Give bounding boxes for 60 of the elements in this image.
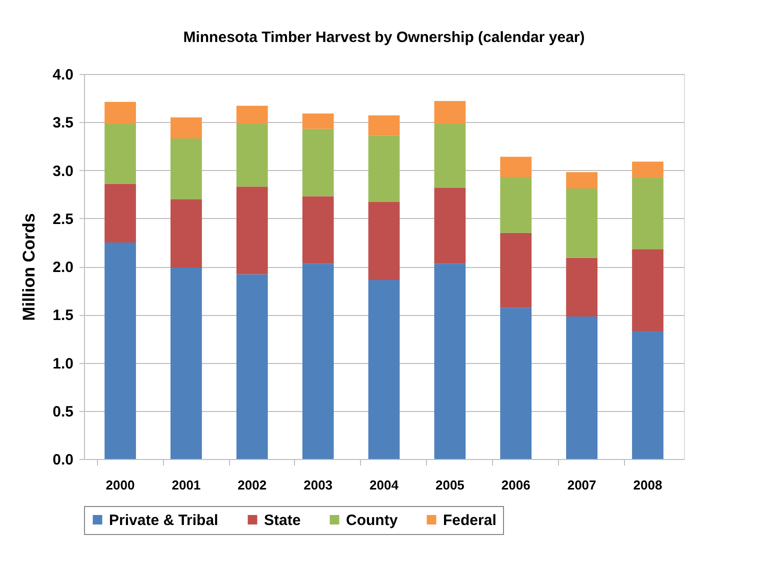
bar [104,124,136,184]
x-tick-label: 2002 [238,478,267,492]
bar [368,136,400,202]
y-tick-label: 2.0 [52,259,74,276]
legend-label: Private & Tribal [109,512,218,529]
bar [302,196,334,264]
y-tick-label: 0.5 [52,403,74,420]
bar [566,258,598,317]
bar [104,242,136,459]
x-tick-label: 2004 [370,478,400,492]
x-tick-label: 2008 [633,478,662,492]
y-tick-label: 1.5 [52,307,74,324]
chart-title: Minnesota Timber Harvest by Ownership (calendar year) [183,29,585,46]
bar [236,186,268,274]
bar [434,124,466,188]
bar [368,280,400,459]
legend-label: County [346,512,398,529]
bar [500,176,532,233]
bar [434,188,466,264]
y-tick-label: 1.0 [52,355,74,372]
y-tick-label: 0.0 [52,452,74,468]
bar [434,264,466,459]
bar [236,274,268,459]
x-tick-label: 2006 [501,478,530,492]
y-tick-label: 2.5 [52,210,74,228]
bar [368,115,400,136]
x-tick-label: 2001 [172,478,201,492]
x-tick-label: 2000 [106,478,135,492]
bar [170,138,202,200]
bar [104,102,136,124]
y-tick-label: 4.0 [52,66,74,84]
y-tick-label: 3.5 [52,114,74,132]
bar [302,113,334,129]
bar [632,249,664,331]
bar [632,162,664,178]
bar [500,308,532,459]
bar [566,172,598,189]
bar [302,128,334,196]
legend-label: State [264,512,301,529]
bar [170,199,202,268]
bar [566,188,598,258]
bar [236,106,268,124]
legend-label: Federal [443,512,496,529]
x-tick-label: 2005 [435,478,464,492]
y-tick-label: 3.0 [52,162,74,180]
y-axis-title: Million Cords [20,213,39,321]
bar [170,267,202,459]
bar [500,156,532,177]
bar [500,232,532,308]
bar [104,184,136,242]
bar [434,100,466,124]
bar [236,124,268,187]
bar [632,330,664,459]
bar [566,316,598,459]
x-tick-label: 2007 [567,478,596,492]
bar [368,202,400,280]
x-tick-label: 2003 [304,478,333,492]
bar [302,264,334,459]
bar [170,117,202,138]
bar [632,178,664,250]
